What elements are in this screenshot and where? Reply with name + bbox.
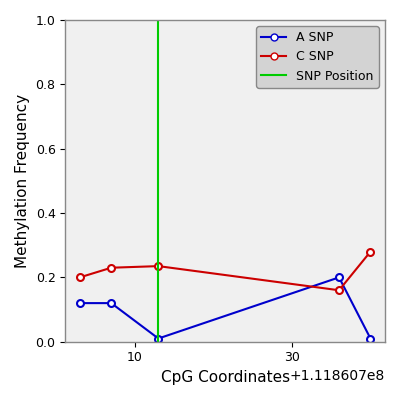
Y-axis label: Methylation Frequency: Methylation Frequency [15, 94, 30, 268]
Legend: A SNP, C SNP, SNP Position: A SNP, C SNP, SNP Position [256, 26, 379, 88]
X-axis label: CpG Coordinates: CpG Coordinates [160, 370, 290, 385]
